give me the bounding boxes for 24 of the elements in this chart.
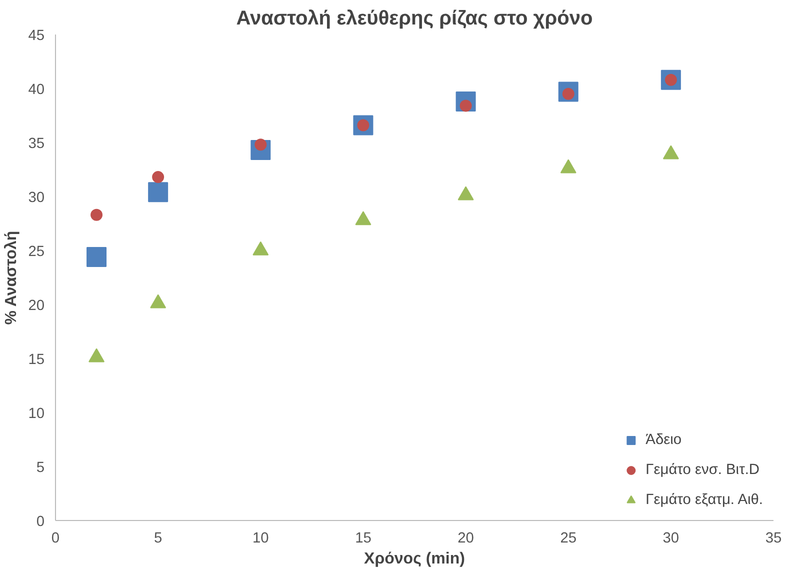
x-tick-label: 5 xyxy=(154,530,162,546)
legend-label: Γεμάτο εξατμ. Αιθ. xyxy=(646,492,763,508)
y-tick-label: 45 xyxy=(28,28,45,44)
legend-label: Γεμάτο ενσ. Βιτ.D xyxy=(646,462,760,478)
y-tick-label: 40 xyxy=(28,82,45,98)
y-tick-label: 10 xyxy=(28,406,45,422)
x-tick-label: 10 xyxy=(252,530,269,546)
y-tick-label: 30 xyxy=(28,190,45,206)
y-tick-label: 15 xyxy=(28,352,45,368)
y-axis-title: % Αναστολή xyxy=(3,230,20,325)
x-tick-label: 35 xyxy=(765,530,782,546)
y-tick-label: 35 xyxy=(28,136,45,152)
x-tick-label: 20 xyxy=(458,530,474,546)
x-tick-label: 25 xyxy=(560,530,577,546)
x-axis-title: Χρόνος (min) xyxy=(364,550,465,568)
y-tick-label: 5 xyxy=(36,460,45,476)
x-tick-label: 0 xyxy=(51,530,60,546)
chart-title: Αναστολή ελεύθερης ρίζας στο χρόνο xyxy=(236,8,593,30)
legend-label: Άδειο xyxy=(646,432,682,448)
x-tick-label: 30 xyxy=(662,530,680,546)
y-tick-label: 0 xyxy=(36,514,45,530)
y-tick-label: 20 xyxy=(28,298,45,314)
x-tick-label: 15 xyxy=(355,530,372,546)
y-tick-label: 25 xyxy=(28,244,45,260)
